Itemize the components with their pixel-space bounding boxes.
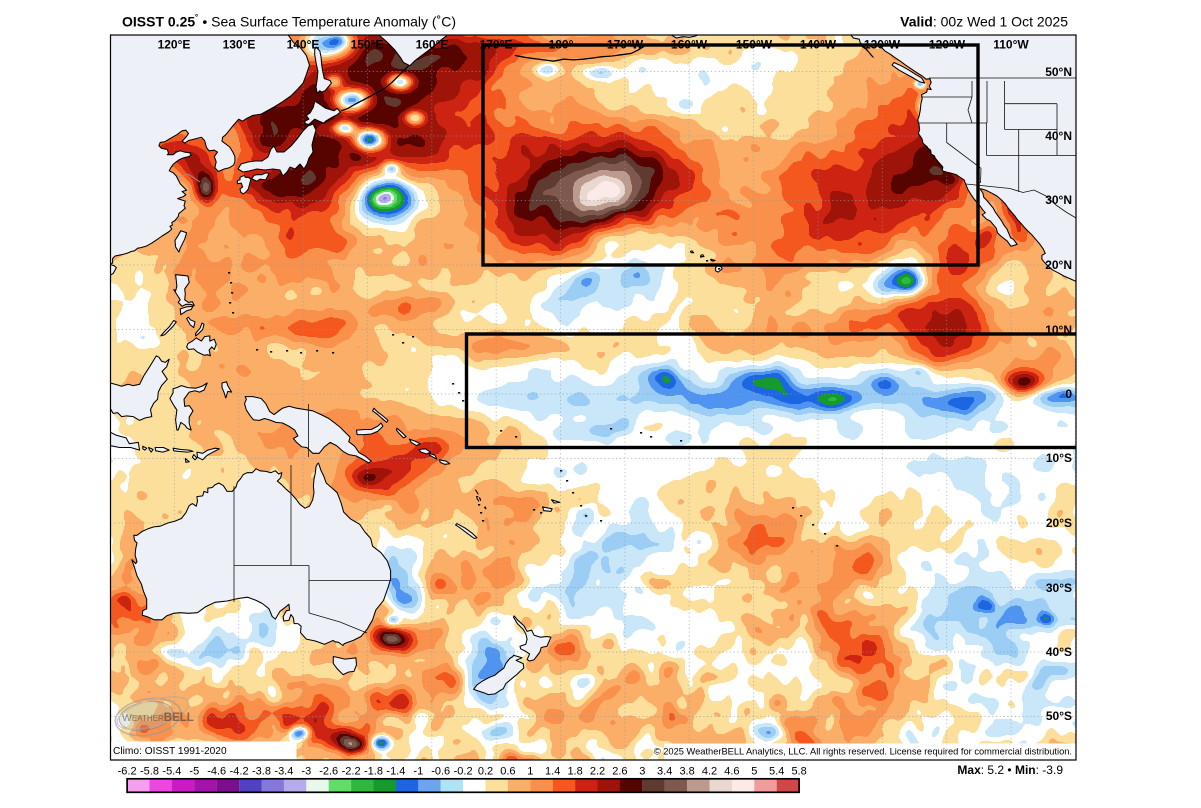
svg-text:3: 3 <box>639 766 645 778</box>
svg-text:0: 0 <box>1065 387 1072 401</box>
svg-text:30°S: 30°S <box>1046 581 1072 595</box>
svg-text:10°N: 10°N <box>1045 323 1072 337</box>
svg-text:-0.6: -0.6 <box>431 766 450 778</box>
svg-text:3.8: 3.8 <box>679 766 694 778</box>
svg-text:160°E: 160°E <box>416 38 449 52</box>
svg-text:140°E: 140°E <box>287 38 320 52</box>
svg-text:Valid: 00z Wed 1 Oct 2025: Valid: 00z Wed 1 Oct 2025 <box>900 14 1068 30</box>
svg-text:-1.4: -1.4 <box>386 766 405 778</box>
svg-text:1.8: 1.8 <box>567 766 582 778</box>
svg-text:-4.6: -4.6 <box>207 766 226 778</box>
svg-text:170°E: 170°E <box>480 38 513 52</box>
svg-text:-2.2: -2.2 <box>342 766 361 778</box>
svg-text:50°N: 50°N <box>1045 65 1072 79</box>
svg-text:4.6: 4.6 <box>724 766 739 778</box>
svg-text:1.4: 1.4 <box>545 766 560 778</box>
svg-text:10°S: 10°S <box>1046 451 1072 465</box>
svg-text:-1: -1 <box>413 766 423 778</box>
svg-text:20°S: 20°S <box>1046 516 1072 530</box>
svg-text:-2.6: -2.6 <box>319 766 338 778</box>
svg-text:Max: 5.2 • Min: -3.9: Max: 5.2 • Min: -3.9 <box>957 763 1063 777</box>
svg-text:130°E: 130°E <box>223 38 256 52</box>
svg-text:160°W: 160°W <box>671 38 708 52</box>
svg-text:5.4: 5.4 <box>769 766 784 778</box>
svg-text:170°W: 170°W <box>607 38 644 52</box>
svg-text:1: 1 <box>527 766 533 778</box>
svg-text:150°E: 150°E <box>351 38 384 52</box>
svg-text:4.2: 4.2 <box>702 766 717 778</box>
svg-text:20°N: 20°N <box>1045 258 1072 272</box>
svg-text:-5.8: -5.8 <box>140 766 159 778</box>
svg-text:-3: -3 <box>301 766 311 778</box>
svg-text:5: 5 <box>751 766 757 778</box>
svg-text:2.2: 2.2 <box>590 766 605 778</box>
svg-text:30°N: 30°N <box>1045 193 1072 207</box>
svg-text:5.8: 5.8 <box>791 766 806 778</box>
svg-text:40°S: 40°S <box>1046 645 1072 659</box>
svg-text:50°S: 50°S <box>1046 709 1072 723</box>
svg-text:2.6: 2.6 <box>612 766 627 778</box>
svg-text:Climo: OISST 1991-2020: Climo: OISST 1991-2020 <box>113 746 227 757</box>
svg-text:-3.4: -3.4 <box>274 766 293 778</box>
svg-text:© 2025 WeatherBELL Analytics,: © 2025 WeatherBELL Analytics, LLC. All r… <box>654 747 1072 757</box>
svg-text:180°: 180° <box>549 38 574 52</box>
svg-text:120°W: 120°W <box>929 38 966 52</box>
svg-text:-4.2: -4.2 <box>230 766 249 778</box>
svg-text:OISST 0.25˚ • Sea Surface Te: OISST 0.25˚ • Sea Surface Temperature An… <box>122 14 456 30</box>
svg-text:-0.2: -0.2 <box>454 766 473 778</box>
svg-text:0.2: 0.2 <box>478 766 493 778</box>
svg-text:130°W: 130°W <box>864 38 901 52</box>
svg-text:-5.4: -5.4 <box>162 766 181 778</box>
svg-text:3.4: 3.4 <box>657 766 672 778</box>
svg-text:110°W: 110°W <box>993 38 1029 52</box>
svg-text:150°W: 150°W <box>736 38 773 52</box>
svg-text:40°N: 40°N <box>1045 129 1072 143</box>
svg-text:-1.8: -1.8 <box>364 766 383 778</box>
svg-text:WEATHERBELL: WEATHERBELL <box>122 712 194 724</box>
svg-text:-3.8: -3.8 <box>252 766 271 778</box>
svg-text:0.6: 0.6 <box>500 766 515 778</box>
svg-text:140°W: 140°W <box>800 38 837 52</box>
svg-text:120°E: 120°E <box>158 38 191 52</box>
svg-text:-5: -5 <box>189 766 199 778</box>
svg-text:-6.2: -6.2 <box>118 766 137 778</box>
